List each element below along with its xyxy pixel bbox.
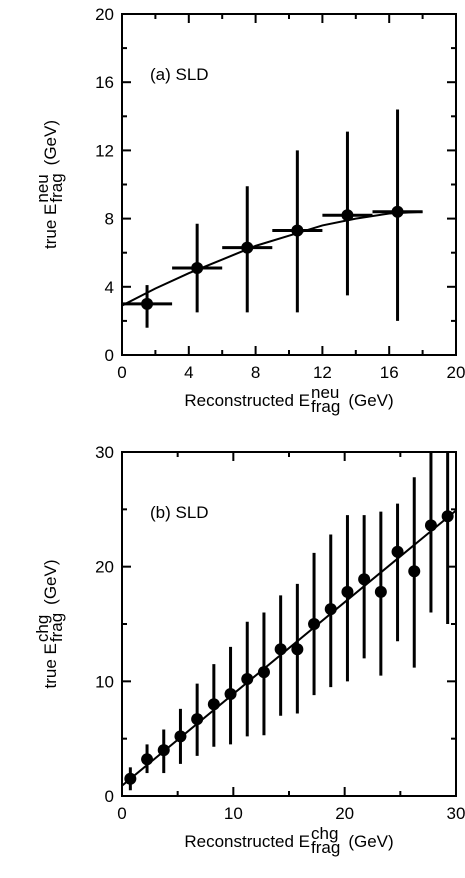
axis-label-sup: chg (311, 824, 338, 843)
y-tick-label: 0 (105, 787, 114, 806)
axis-label-sub: frag (47, 613, 66, 642)
data-point (207, 698, 220, 711)
data-point (308, 618, 321, 630)
data-point (341, 209, 354, 222)
x-tick-label: 20 (335, 804, 354, 823)
axis-label-sup: chg (33, 615, 52, 642)
data-point (441, 510, 454, 523)
y-tick-label: 20 (95, 5, 114, 24)
data-point (241, 241, 254, 254)
data-point (224, 687, 237, 700)
axis-label-main: true E (41, 643, 60, 688)
y-tick-label: 16 (95, 73, 114, 92)
y-tick-label: 8 (105, 210, 114, 229)
data-point (424, 519, 437, 532)
y-tick-label: 0 (105, 346, 114, 365)
panel: 0 4 8 12 16 20 0 4 8 12 16 20 (a) SLD Reconstructed E… (33, 5, 465, 416)
axis-label-main: true E (41, 204, 60, 249)
data-point (257, 666, 270, 679)
data-point (274, 643, 287, 656)
x-tick-label: 30 (447, 804, 465, 823)
axis-label-main: Reconstructed E (184, 391, 310, 410)
fit-line (121, 210, 423, 307)
data-point (391, 205, 404, 218)
axis-label-unit: (GeV) (41, 120, 60, 165)
data-point (174, 730, 187, 743)
axis-label-sup: neu (33, 174, 52, 202)
x-tick-label: 12 (313, 363, 332, 382)
fit-line (121, 509, 457, 787)
annotation: (a) SLD (150, 65, 209, 84)
data-point (358, 573, 371, 586)
data-point (241, 673, 254, 686)
data-point (291, 224, 304, 237)
data-point (141, 753, 154, 766)
annotation: (b) SLD (150, 503, 209, 522)
y-tick-label: 4 (105, 278, 114, 297)
axis-label-sub: frag (311, 397, 340, 416)
y-tick-label: 10 (95, 672, 114, 691)
axis-label-unit: (GeV) (348, 832, 393, 851)
data-point (141, 297, 154, 310)
y-tick-label: 20 (95, 558, 114, 577)
axis-label-unit: (GeV) (41, 560, 60, 605)
data-point (291, 643, 304, 656)
axis-label-main: Reconstructed E (184, 832, 310, 851)
data-point (157, 744, 170, 757)
x-tick-label: 0 (117, 363, 126, 382)
data-point (408, 565, 421, 578)
x-tick-label: 8 (251, 363, 260, 382)
axis-label-unit: (GeV) (348, 391, 393, 410)
data-point (191, 262, 204, 275)
data-point (124, 772, 137, 785)
data-point (374, 585, 387, 598)
x-tick-label: 0 (117, 804, 126, 823)
x-tick-label: 10 (224, 804, 243, 823)
data-point (191, 713, 204, 726)
y-tick-label: 30 (95, 443, 114, 462)
x-tick-label: 16 (380, 363, 399, 382)
y-tick-label: 12 (95, 141, 114, 160)
data-point (341, 585, 354, 598)
x-tick-label: 4 (184, 363, 193, 382)
axis-label-sub: frag (47, 173, 66, 202)
x-tick-label: 20 (447, 363, 465, 382)
axis-label-sub: frag (311, 838, 340, 857)
data-point (324, 603, 337, 616)
data-point (391, 545, 404, 558)
axis-label-sup: neu (311, 383, 339, 402)
